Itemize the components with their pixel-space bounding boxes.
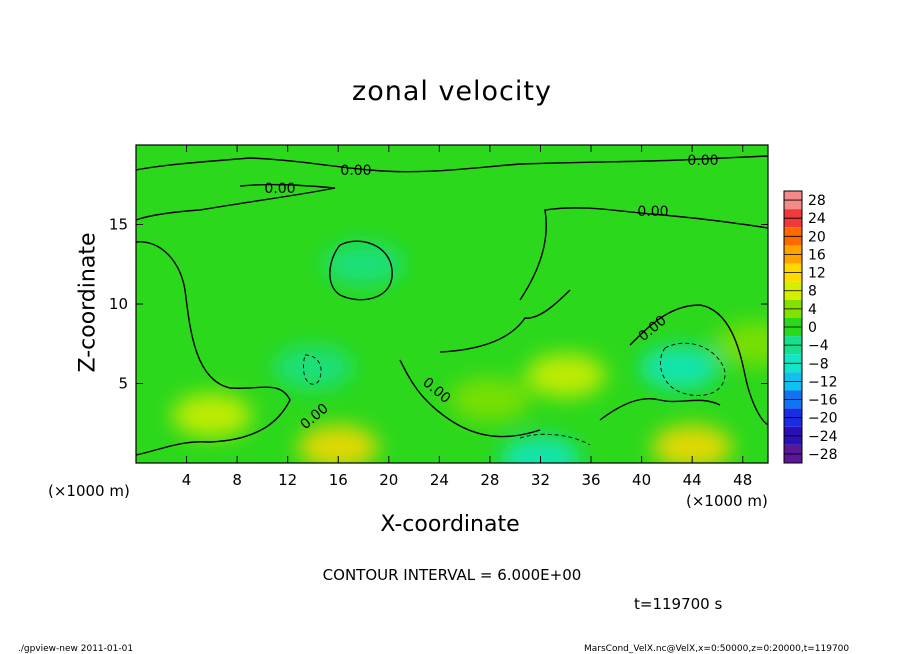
y-tick-label: 10 — [109, 295, 128, 313]
x-tick-label: 48 — [733, 471, 752, 489]
contour-line — [439, 289, 571, 353]
x-tick-label: 20 — [379, 471, 398, 489]
zero-contours — [136, 155, 768, 456]
contour-line — [136, 155, 768, 173]
contour-label: 0.00 — [264, 181, 295, 197]
x-tick-label: 8 — [232, 471, 242, 489]
y-tick-label: 5 — [118, 375, 128, 393]
x-tick-label: 36 — [581, 471, 600, 489]
colorbar-label: 12 — [808, 266, 826, 282]
field-region — [500, 436, 581, 463]
field-region — [272, 345, 353, 390]
colorbar-label: −12 — [808, 374, 838, 390]
chart-title: zonal velocity — [352, 76, 552, 107]
colorbar-label: 8 — [808, 284, 817, 300]
field-region — [639, 345, 720, 390]
field-region — [449, 377, 530, 422]
x-tick-label: 4 — [182, 471, 192, 489]
x-tick-label: 16 — [329, 471, 348, 489]
colorbar-label: 4 — [808, 302, 817, 318]
plot-area: 0.000.000.000.000.000.000.00 — [136, 145, 768, 463]
colorbar: 28 24 20 16 12 8 4 0 −4 −8 −12 −16 −20 −24 −28 — [783, 190, 838, 464]
field-region — [652, 425, 733, 463]
x-axis-label: X-coordinate — [380, 512, 520, 537]
contour-interval: CONTOUR INTERVAL = 6.000E+00 — [322, 566, 582, 584]
velocity-field — [136, 145, 768, 463]
colorbar-label: −24 — [808, 429, 838, 445]
colorbar-label: −16 — [808, 393, 838, 409]
colorbar-label: 28 — [808, 193, 826, 209]
x-tick-label: 44 — [683, 471, 702, 489]
contour-line — [519, 207, 768, 301]
negative-contour-line — [303, 354, 322, 385]
negative-contour-line — [519, 433, 591, 446]
negative-contours — [303, 342, 726, 446]
x-tick-label: 28 — [480, 471, 499, 489]
contour-line — [399, 359, 541, 438]
contour-label: 0.00 — [637, 204, 668, 220]
contour-label: 0.00 — [340, 163, 371, 179]
footer-left: ./gpview-new 2011-01-01 — [18, 644, 134, 654]
colorbar-label: −28 — [808, 447, 838, 463]
x-tick-label: 24 — [430, 471, 449, 489]
field-region — [171, 393, 252, 438]
colorbar-label: −20 — [808, 411, 838, 427]
contour-line — [136, 183, 336, 221]
colorbar-label: 0 — [808, 320, 817, 336]
colorbar-label: −4 — [808, 338, 829, 354]
contour-line — [329, 240, 393, 301]
colorbar-label: −8 — [808, 356, 829, 372]
contour-line — [599, 398, 721, 421]
x-tick-label: 32 — [531, 471, 550, 489]
field-anomalies — [171, 242, 768, 463]
x-tick-label: 40 — [632, 471, 651, 489]
time-label: t=119700 s — [634, 595, 723, 613]
x-unit-right: (×1000 m) — [686, 492, 768, 510]
contour-line — [136, 241, 291, 456]
field-region — [298, 425, 379, 463]
colorbar-label: 24 — [808, 211, 826, 227]
contour-line — [629, 304, 768, 426]
negative-contour-line — [660, 342, 726, 396]
field-region — [715, 321, 768, 366]
field-region — [323, 242, 404, 287]
field-region — [525, 353, 606, 398]
x-tick-label: 12 — [278, 471, 297, 489]
colorbar-label: 16 — [808, 247, 826, 263]
contour-label: 0.00 — [687, 153, 718, 169]
x-unit-left: (×1000 m) — [48, 482, 130, 500]
footer-right: MarsCond_VelX.nc@VelX,x=0:50000,z=0:2000… — [584, 644, 850, 654]
colorbar-label: 20 — [808, 229, 826, 245]
y-tick-label: 15 — [109, 216, 128, 234]
